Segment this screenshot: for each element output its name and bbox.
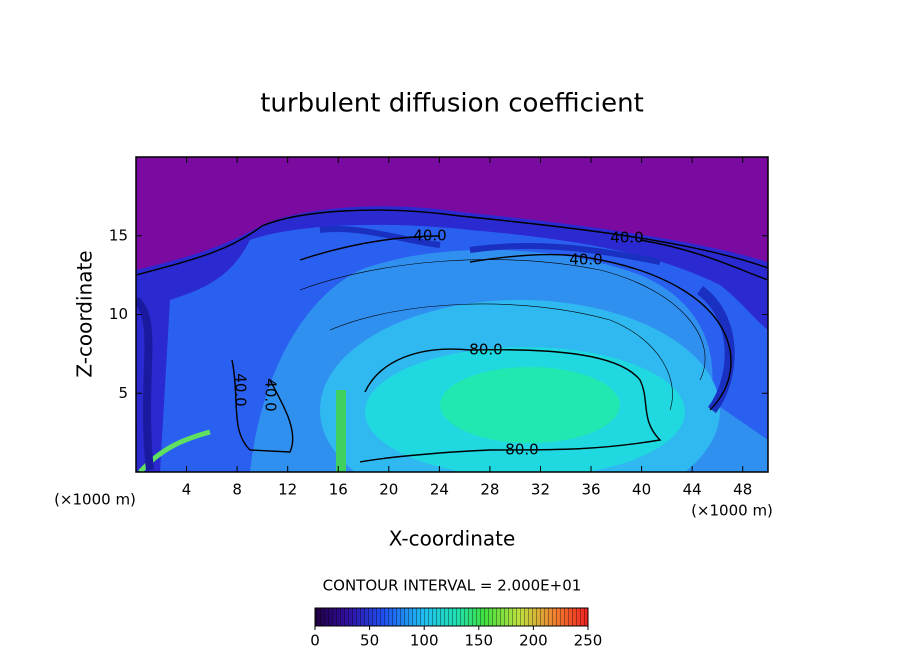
x-tick-label: 28 bbox=[480, 481, 499, 499]
colorbar-frame bbox=[314, 607, 589, 627]
contour-interval: CONTOUR INTERVAL = 2.000E+01 bbox=[323, 577, 582, 595]
contour-label: 40.0 bbox=[413, 227, 446, 245]
contour-label: 40.0 bbox=[569, 251, 602, 269]
colorbar-tick-label: 50 bbox=[360, 632, 379, 650]
x-tick-label: 24 bbox=[430, 481, 449, 499]
colorbar-tick-label: 0 bbox=[310, 632, 320, 650]
contour-label: 80.0 bbox=[469, 341, 502, 359]
x-tick-label: 20 bbox=[379, 481, 398, 499]
contour-label: 80.0 bbox=[505, 441, 538, 459]
colorbar-tick-label: 200 bbox=[519, 632, 548, 650]
contour-label: 40.0 bbox=[610, 229, 643, 247]
x-unit: (×1000 m) bbox=[54, 491, 136, 509]
y-tick-label: 10 bbox=[109, 305, 128, 323]
contour-label: 40.0 bbox=[262, 378, 280, 411]
x-tick-label: 40 bbox=[632, 481, 651, 499]
contour-label: 40.0 bbox=[232, 373, 250, 406]
x-axis-title: X-coordinate bbox=[389, 527, 516, 551]
y-tick-label: 5 bbox=[118, 384, 128, 402]
x-tick-label: 16 bbox=[329, 481, 348, 499]
x-tick-label: 32 bbox=[531, 481, 550, 499]
colorbar-tick-label: 150 bbox=[464, 632, 493, 650]
x-tick-label: 4 bbox=[182, 481, 192, 499]
x-tick-label: 36 bbox=[581, 481, 600, 499]
y-tick-label: 15 bbox=[109, 226, 128, 244]
chart-title: turbulent diffusion coefficient bbox=[260, 89, 644, 119]
y-axis-title: Z-coordinate bbox=[73, 250, 97, 377]
x-tick-label: 44 bbox=[683, 481, 702, 499]
x-unit: (×1000 m) bbox=[691, 502, 773, 520]
contour-field bbox=[136, 157, 768, 472]
x-tick-label: 8 bbox=[232, 481, 242, 499]
colorbar-tick-label: 250 bbox=[574, 632, 603, 650]
colorbar-tick-label: 100 bbox=[410, 632, 439, 650]
x-tick-label: 48 bbox=[733, 481, 752, 499]
x-tick-label: 12 bbox=[278, 481, 297, 499]
